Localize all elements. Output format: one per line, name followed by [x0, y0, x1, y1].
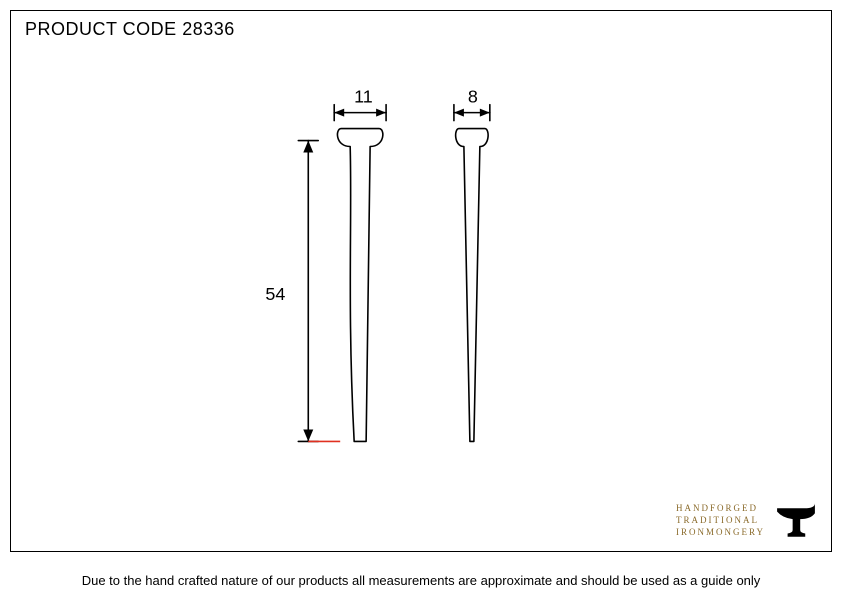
brand-logo: Handforged Traditional Ironmongery	[676, 499, 817, 541]
drawing-frame: PRODUCT CODE 28336 54118 Handforged Trad…	[10, 10, 832, 552]
brand-logo-line: Handforged	[676, 502, 765, 514]
disclaimer-text: Due to the hand crafted nature of our pr…	[82, 573, 761, 588]
page: PRODUCT CODE 28336 54118 Handforged Trad…	[0, 0, 842, 596]
brand-logo-line: Traditional	[676, 514, 765, 526]
brand-logo-line: Ironmongery	[676, 526, 765, 538]
technical-drawing: 54 11 8	[11, 11, 831, 551]
svg-text:11: 11	[354, 87, 373, 107]
anvil-icon	[775, 499, 817, 541]
svg-text:54: 54	[265, 284, 285, 304]
svg-text:8: 8	[468, 87, 478, 107]
brand-logo-text: Handforged Traditional Ironmongery	[676, 502, 765, 538]
disclaimer-footer: Due to the hand crafted nature of our pr…	[0, 573, 842, 588]
